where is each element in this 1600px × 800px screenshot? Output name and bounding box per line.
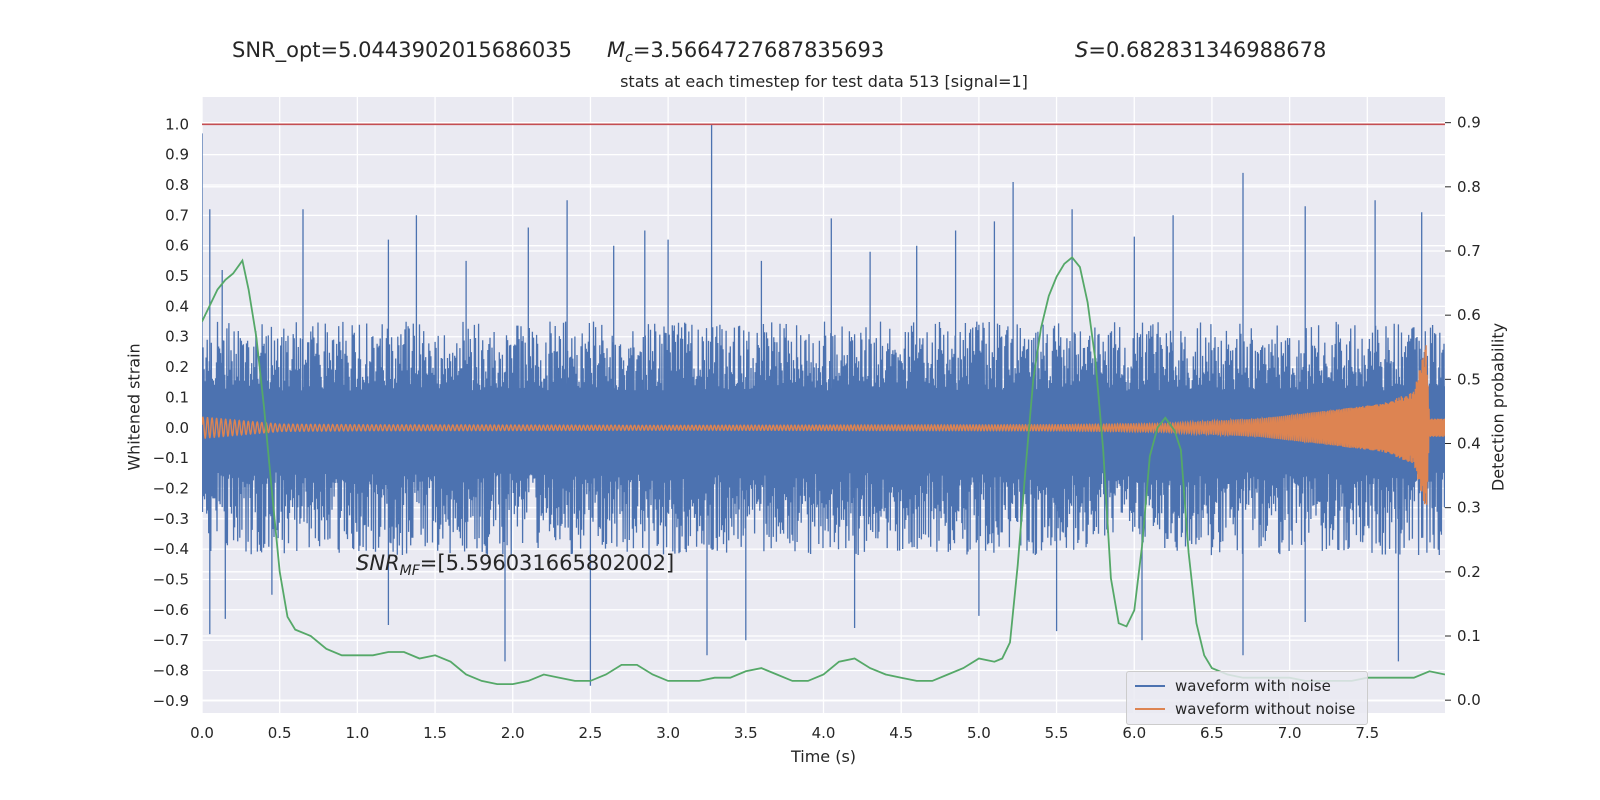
series-waveform-without-noise [202,345,1445,505]
x-tick-label: 3.0 [656,724,680,742]
y-tick-label-left: 0.8 [165,176,189,194]
y-tick-label-right: 0.9 [1457,114,1481,132]
y-tick-label-left: 0.0 [165,419,189,437]
x-tick-label: 6.0 [1122,724,1146,742]
snr-opt-label: SNR_opt=5.0443902015686035 [232,38,572,62]
legend-item-clean: waveform without noise [1135,698,1355,720]
y-tick-label-right: 0.6 [1457,306,1481,324]
x-tick-label: 1.5 [423,724,447,742]
y-tick-label-left: −0.6 [153,601,189,619]
y-tick-label-right: 0.7 [1457,242,1481,260]
y-tick-label-left: 0.4 [165,297,189,315]
detection-score-value: =0.682831346988678 [1088,38,1327,62]
y-tick-label-left: −0.8 [153,662,189,680]
y-tick-label-left: −0.3 [153,510,189,528]
legend-swatch-noise [1135,685,1165,687]
x-tick-label: 1.0 [345,724,369,742]
x-tick-label: 7.5 [1355,724,1379,742]
y-tick-label-right: 0.3 [1457,499,1481,517]
y-tick-label-right: 0.4 [1457,435,1481,453]
y-tick-label-right: 0.1 [1457,627,1481,645]
y-tick-label-left: 0.6 [165,237,189,255]
y-tick-label-left: 0.9 [165,146,189,164]
snr-mf-annotation: SNRMF=[5.596031665802002] [356,551,674,579]
axis-ticks: 0.0 0.5 1.0 1.5 2.0 2.5 3.0 3.5 4.0 4.5 5.0 5.5 6.0 6… [153,114,1481,742]
snr-mf-subscript: MF [399,563,420,580]
x-tick-label: 6.5 [1200,724,1224,742]
y-tick-label-left: 0.3 [165,328,189,346]
y-tick-label-left: 0.7 [165,206,189,224]
x-tick-label: 5.0 [967,724,991,742]
y-tick-label-left: 0.1 [165,388,189,406]
series-detection-probability [202,256,1445,685]
y-tick-label-left: −0.9 [153,692,189,710]
y-tick-label-left: −0.4 [153,540,189,558]
x-tick-label: 3.5 [734,724,758,742]
chirp-mass-subscript: c [625,50,633,67]
detection-score-label: S=0.682831346988678 [1075,38,1326,62]
snr-mf-symbol: SNR [356,551,400,575]
y-tick-label-left: −0.1 [153,449,189,467]
x-tick-label: 4.5 [889,724,913,742]
y-tick-label-left: −0.5 [153,570,189,588]
x-axis-label: Time (s) [790,747,857,766]
y-tick-label-left: 0.2 [165,358,189,376]
x-tick-label: 0.0 [190,724,214,742]
x-tick-label: 2.0 [501,724,525,742]
y-tick-label-right: 0.0 [1457,691,1481,709]
x-tick-label: 5.5 [1045,724,1069,742]
y-axis-label-right: Detection probability [1488,322,1508,492]
data-layer [202,123,1445,686]
chirp-mass-label: Mc=3.5664727687835693 [607,38,884,66]
y-tick-label-left: −0.2 [153,479,189,497]
legend-label-noise: waveform with noise [1175,677,1331,695]
chirp-mass-symbol: M [607,38,626,62]
snr-mf-value: =[5.596031665802002] [419,551,675,575]
legend-label-clean: waveform without noise [1175,700,1356,718]
x-tick-label: 7.0 [1278,724,1302,742]
chirp-mass-value: =3.5664727687835693 [632,38,885,62]
y-tick-label-right: 0.8 [1457,178,1481,196]
x-tick-label: 0.5 [268,724,292,742]
legend-swatch-clean [1135,708,1165,710]
y-axis-label-left: Whitened strain [124,343,144,471]
x-tick-label: 4.0 [812,724,836,742]
y-tick-label-left: 1.0 [165,115,189,133]
series-waveform-with-noise [202,124,1445,686]
legend: waveform with noise waveform without noi… [1126,671,1368,725]
y-tick-label-left: −0.7 [153,631,189,649]
x-tick-label: 2.5 [579,724,603,742]
chart-title: stats at each timestep for test data 513… [620,72,1028,91]
legend-item-noise: waveform with noise [1135,675,1331,697]
y-tick-label-right: 0.2 [1457,563,1481,581]
y-tick-label-right: 0.5 [1457,370,1481,388]
snr-opt-text: SNR_opt=5.0443902015686035 [232,38,572,62]
y-tick-label-left: 0.5 [165,267,189,285]
detection-score-symbol: S [1075,38,1089,62]
